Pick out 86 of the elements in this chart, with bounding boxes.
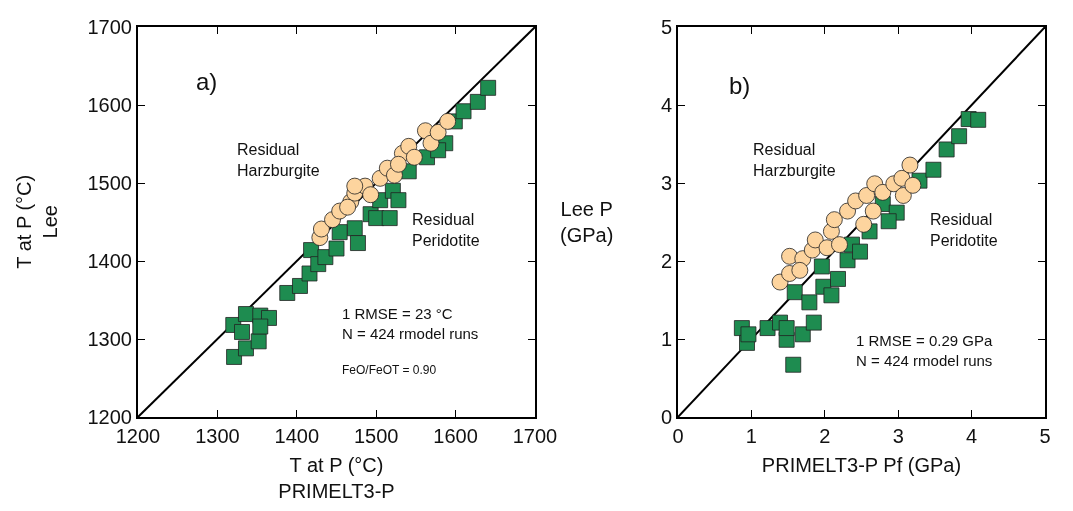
annotation: Residual Harzburgite — [237, 141, 320, 179]
point — [970, 111, 987, 128]
point — [805, 314, 822, 331]
x-tick-label: 2 — [819, 425, 831, 447]
point — [346, 177, 364, 195]
point — [806, 231, 824, 249]
y-tick-label: 1500 — [87, 172, 132, 194]
x-tick-label: 1600 — [433, 425, 478, 447]
annotation: 1 RMSE = 0.29 GPa N = 424 rmodel runs — [856, 332, 993, 369]
y-tick-label: 1600 — [87, 94, 132, 116]
point — [339, 198, 357, 216]
point — [938, 141, 955, 158]
point — [855, 215, 873, 233]
y-tick-label: 0 — [660, 406, 672, 428]
point — [830, 271, 846, 287]
annotation: Residual Peridotite — [930, 211, 998, 249]
x-tick-label: 1200 — [115, 425, 161, 447]
point — [362, 186, 380, 204]
x-tick-label: 3 — [892, 425, 904, 447]
point — [813, 258, 830, 275]
point — [880, 213, 897, 230]
point — [390, 192, 407, 209]
y-tick-label: 1200 — [87, 406, 132, 428]
x-tick-label: 1300 — [195, 425, 240, 447]
point — [740, 326, 757, 343]
point — [825, 211, 843, 229]
point — [778, 320, 795, 336]
point — [405, 148, 423, 166]
y-tick-label: 1300 — [87, 328, 132, 350]
point — [951, 128, 968, 145]
y-tick-label: 5 — [660, 16, 672, 38]
annotation: Residual Peridotite — [412, 211, 480, 249]
point — [858, 187, 876, 204]
point — [328, 240, 345, 257]
y-tick-label: 3 — [660, 172, 672, 194]
point — [801, 294, 818, 311]
point — [794, 326, 811, 343]
x-axis-title: T at P (°C) PRIMELT3-P — [278, 454, 395, 502]
point — [331, 224, 348, 241]
y-tick-label: 4 — [660, 94, 672, 116]
point — [894, 187, 912, 204]
point — [313, 220, 330, 238]
point — [469, 93, 486, 110]
point — [390, 155, 407, 173]
x-tick-label: 1500 — [353, 425, 399, 447]
point — [439, 112, 457, 130]
point — [785, 356, 802, 373]
x-tick-label: 1 — [745, 425, 757, 447]
y-axis-title: T at P (°C) Lee — [12, 174, 61, 269]
x-tick-label: 4 — [966, 425, 978, 447]
point — [791, 261, 809, 279]
point — [346, 220, 363, 237]
point — [925, 161, 942, 178]
x-axis-title: PRIMELT3-P Pf (GPa) — [761, 454, 962, 476]
point — [839, 252, 856, 269]
point — [831, 236, 848, 254]
point — [864, 202, 882, 220]
annotation: b) — [729, 72, 751, 99]
point — [455, 103, 472, 120]
y-tick-label: 2 — [660, 250, 672, 272]
point — [904, 176, 922, 194]
y-tick-label: 1400 — [87, 250, 132, 272]
annotation: 1 RMSE = 23 °C N = 424 rmodel runs — [342, 305, 479, 342]
point — [852, 243, 868, 260]
annotation: FeO/FeOT = 0.90 — [342, 363, 437, 377]
point — [234, 324, 250, 340]
point — [480, 79, 497, 96]
point — [238, 306, 254, 322]
point — [786, 284, 803, 301]
annotation: Residual Harzburgite — [753, 141, 836, 179]
point — [350, 235, 366, 251]
x-tick-label: 5 — [1039, 425, 1051, 447]
point — [429, 123, 447, 141]
point — [874, 183, 892, 201]
annotation: a) — [196, 68, 218, 95]
x-tick-label: 1700 — [512, 425, 558, 447]
point — [238, 340, 254, 357]
point — [252, 318, 269, 335]
y-axis-title: Lee P (GPa) — [560, 198, 614, 246]
x-tick-label: 1400 — [274, 425, 320, 447]
y-tick-label: 1 — [660, 328, 672, 350]
point — [901, 156, 919, 174]
y-tick-label: 1700 — [87, 16, 132, 38]
point — [250, 333, 267, 350]
point — [381, 210, 398, 226]
point — [823, 287, 840, 304]
